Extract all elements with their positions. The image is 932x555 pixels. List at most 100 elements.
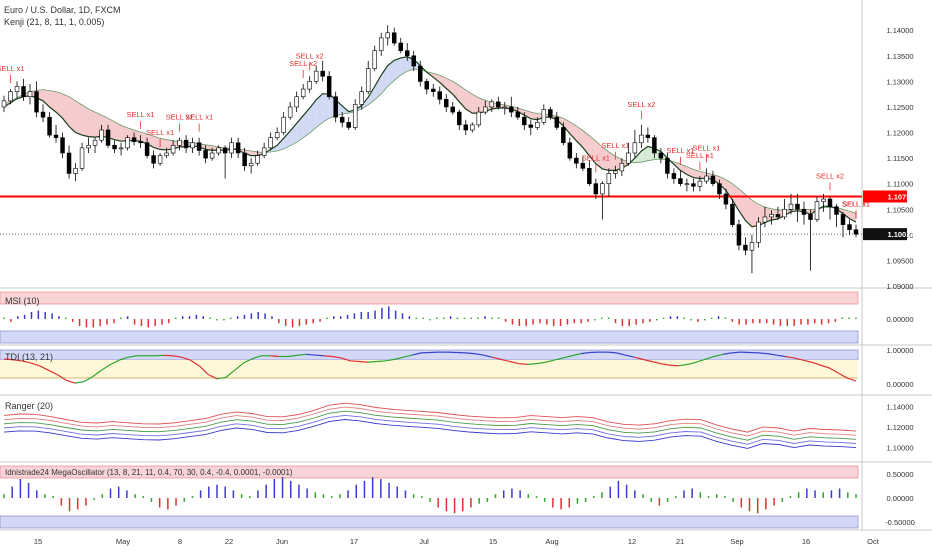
cloud-segment — [440, 75, 447, 88]
candle-body — [444, 99, 448, 107]
candle-body — [685, 184, 689, 185]
candle-body — [334, 97, 338, 117]
candle-body — [438, 92, 442, 100]
candle-body — [711, 176, 715, 184]
price-tick-label: 1.11000 — [887, 180, 914, 189]
candle-body — [243, 153, 247, 166]
candle-body — [106, 130, 110, 145]
candle-body — [392, 33, 396, 43]
candle-body — [548, 110, 552, 118]
tdi-line-segment — [608, 352, 617, 353]
candle-body — [457, 112, 461, 125]
sell-signal-label: SELL x1 — [692, 143, 720, 152]
candle-body — [210, 153, 214, 158]
candle-body — [9, 92, 13, 101]
candle-body — [542, 110, 546, 123]
candle-body — [347, 122, 351, 127]
candle-body — [217, 148, 221, 153]
tdi-line-segment — [324, 356, 333, 357]
candle-body — [672, 173, 676, 178]
candle-body — [191, 143, 195, 148]
tdi-line-segment — [66, 380, 75, 383]
candle-body — [74, 168, 78, 173]
candle-body — [704, 176, 708, 181]
candle-body — [776, 214, 780, 217]
sell-signal-label: SELL x2 — [816, 171, 844, 180]
ranger-axis-label: 1.12000 — [886, 423, 913, 432]
x-tick-label: 15 — [34, 537, 42, 546]
candle-body — [386, 33, 390, 38]
mega-axis-label: 0.50000 — [886, 470, 913, 479]
candle-body — [28, 92, 32, 97]
hline-price-label: 1.10750 — [887, 192, 914, 201]
cloud-segment — [89, 109, 96, 137]
candle-body — [308, 81, 312, 89]
cloud-segment — [394, 58, 401, 81]
mega-axis-label: -0.50000 — [885, 518, 915, 527]
candle-body — [93, 140, 97, 145]
x-tick-label: Aug — [545, 537, 558, 546]
candle-body — [555, 117, 559, 127]
candle-body — [230, 143, 234, 153]
candle-body — [796, 204, 800, 209]
candle-body — [822, 199, 826, 202]
candle-body — [646, 135, 650, 138]
price-tick-label: 1.11500 — [887, 154, 914, 163]
candle-body — [126, 138, 130, 148]
tdi-line-segment — [315, 355, 324, 356]
candle-body — [314, 71, 318, 81]
candle-body — [717, 184, 721, 194]
candle-body — [633, 143, 637, 153]
tdi-line-segment — [466, 353, 475, 354]
candle-body — [561, 127, 565, 142]
x-tick-label: 16 — [802, 537, 810, 546]
candle-body — [418, 66, 422, 81]
cloud-segment — [160, 138, 167, 150]
candle-body — [139, 142, 143, 143]
x-tick-label: 21 — [676, 537, 684, 546]
candle-body — [360, 92, 364, 105]
price-tick-label: 1.09000 — [886, 282, 913, 291]
candle-body — [158, 156, 162, 164]
tdi-line-segment — [670, 365, 679, 366]
price-tick-label: 1.14000 — [886, 26, 913, 35]
x-tick-label: 22 — [225, 537, 233, 546]
candle-body — [405, 51, 409, 56]
candle-body — [204, 150, 208, 158]
price-tick-label: 1.13000 — [886, 77, 913, 86]
candle-body — [483, 107, 487, 112]
sell-signal-label: SELL x1 — [666, 146, 694, 155]
candle-body — [743, 245, 747, 250]
msi-upper-band — [0, 292, 858, 304]
candle-body — [503, 107, 507, 108]
candle-body — [41, 112, 45, 117]
candle-body — [132, 138, 136, 142]
sell-signal-label: SELL x1 — [601, 141, 629, 150]
candle-body — [659, 153, 663, 158]
mega-title: Idnistrade24 MegaOscillator (13, 8, 21, … — [5, 468, 293, 477]
candle-body — [496, 102, 500, 107]
msi-title: MSI (10) — [5, 296, 40, 306]
x-tick-label: Jun — [276, 537, 288, 546]
tdi-axis-label: 0.00000 — [886, 380, 913, 389]
candle-body — [54, 135, 58, 138]
tdi-line-segment — [359, 362, 368, 363]
candle-body — [15, 87, 19, 92]
candle-body — [594, 184, 598, 194]
candle-body — [340, 117, 344, 122]
candle-body — [613, 171, 617, 174]
candle-body — [256, 156, 260, 164]
candle-body — [835, 207, 839, 215]
candle-body — [236, 143, 240, 153]
x-tick-label: 12 — [628, 537, 636, 546]
fast-line — [4, 57, 856, 227]
candle-body — [698, 181, 702, 186]
candle-body — [249, 163, 253, 166]
tdi-line-segment — [270, 356, 279, 357]
candle-body — [35, 92, 39, 112]
candle-body — [652, 138, 656, 153]
tdi-line-segment — [519, 364, 528, 365]
candle-body — [639, 135, 643, 143]
candle-body — [282, 117, 286, 132]
candle-body — [724, 194, 728, 204]
